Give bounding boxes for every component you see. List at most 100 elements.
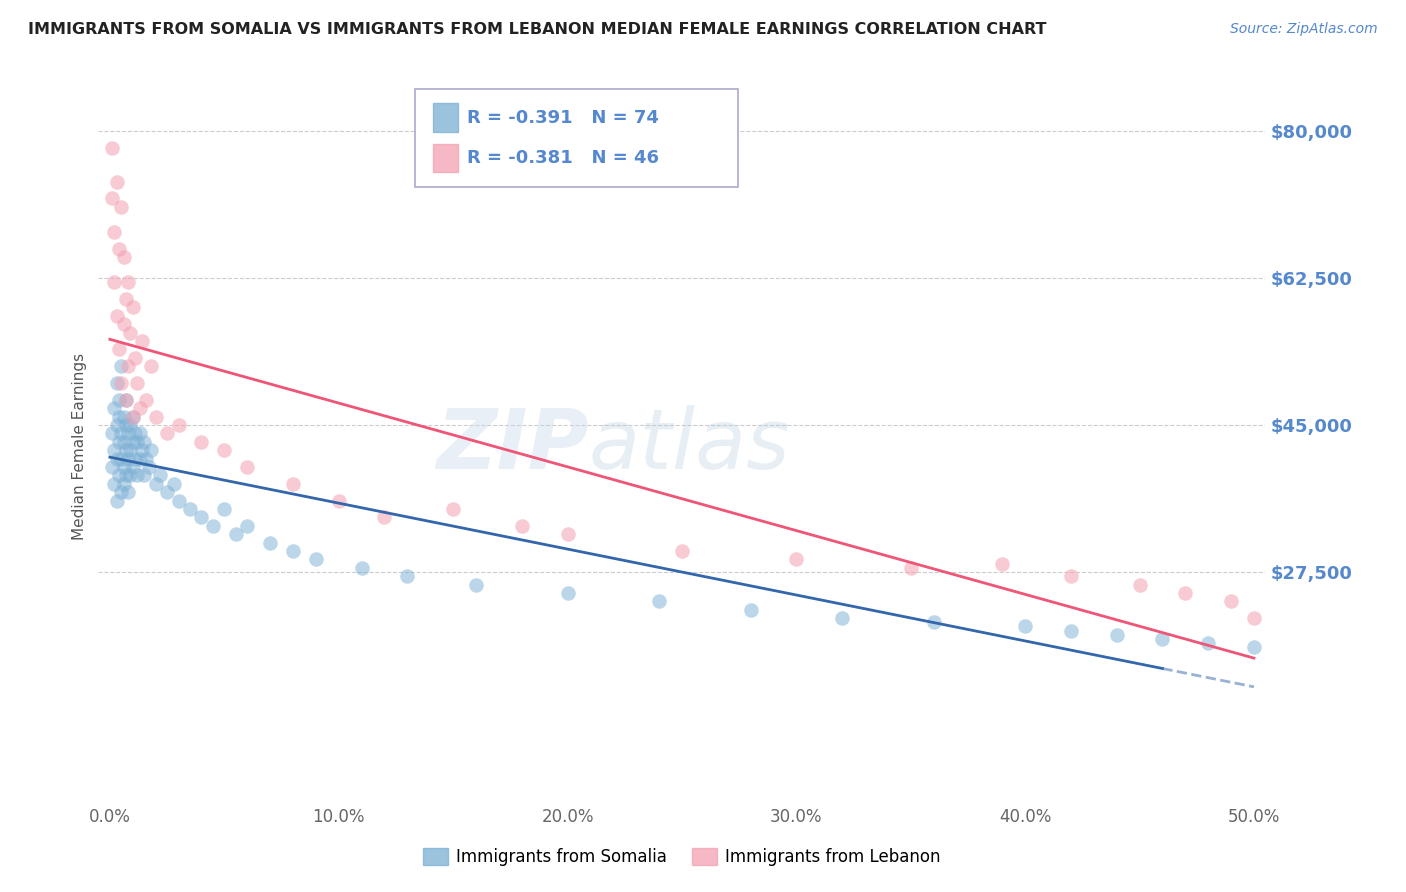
Point	[396, 569, 419, 583]
Point	[117, 485, 139, 500]
Point	[225, 527, 247, 541]
Point	[179, 502, 201, 516]
Point	[201, 518, 224, 533]
Point	[510, 518, 533, 533]
Point	[163, 476, 186, 491]
Point	[105, 175, 128, 189]
Point	[190, 510, 212, 524]
Point	[1152, 632, 1174, 646]
Point	[115, 417, 138, 432]
Point	[120, 417, 142, 432]
Point	[167, 417, 190, 432]
Point	[214, 443, 236, 458]
Point	[103, 401, 125, 416]
Point	[105, 376, 128, 390]
Point	[1060, 624, 1083, 638]
Point	[108, 434, 131, 449]
Point	[373, 510, 395, 524]
Point	[1060, 569, 1083, 583]
Point	[101, 426, 124, 441]
Point	[103, 275, 125, 289]
Point	[671, 544, 693, 558]
Point	[441, 502, 464, 516]
Point	[128, 401, 150, 416]
Text: atlas: atlas	[589, 406, 790, 486]
Point	[115, 392, 138, 407]
Point	[108, 468, 131, 483]
Point	[134, 468, 156, 483]
Point	[259, 535, 281, 549]
Point	[112, 476, 135, 491]
Point	[103, 443, 125, 458]
Point	[900, 560, 922, 574]
Point	[124, 351, 146, 365]
Point	[557, 586, 579, 600]
Point	[121, 434, 143, 449]
Point	[138, 460, 160, 475]
Point	[1174, 586, 1197, 600]
Point	[101, 191, 124, 205]
Point	[328, 493, 350, 508]
Point	[103, 225, 125, 239]
Text: IMMIGRANTS FROM SOMALIA VS IMMIGRANTS FROM LEBANON MEDIAN FEMALE EARNINGS CORREL: IMMIGRANTS FROM SOMALIA VS IMMIGRANTS FR…	[28, 22, 1046, 37]
Point	[1220, 594, 1243, 608]
Point	[135, 392, 157, 407]
Point	[831, 611, 853, 625]
Point	[105, 493, 128, 508]
Point	[105, 451, 128, 466]
Point	[112, 434, 135, 449]
Point	[110, 426, 132, 441]
Point	[117, 275, 139, 289]
Point	[350, 560, 373, 574]
Point	[120, 468, 142, 483]
Y-axis label: Median Female Earnings: Median Female Earnings	[72, 352, 87, 540]
Point	[103, 476, 125, 491]
Point	[149, 468, 172, 483]
Point	[127, 376, 149, 390]
Point	[131, 334, 153, 348]
Legend: Immigrants from Somalia, Immigrants from Lebanon: Immigrants from Somalia, Immigrants from…	[416, 841, 948, 873]
Point	[991, 557, 1014, 571]
Text: Source: ZipAtlas.com: Source: ZipAtlas.com	[1230, 22, 1378, 37]
Point	[557, 527, 579, 541]
Point	[1128, 577, 1150, 591]
Point	[110, 451, 132, 466]
Point	[305, 552, 328, 566]
Point	[110, 359, 132, 374]
Point	[112, 460, 135, 475]
Point	[120, 326, 142, 340]
Point	[145, 409, 167, 424]
Point	[124, 451, 146, 466]
Point	[124, 426, 146, 441]
Text: R = -0.381   N = 46: R = -0.381 N = 46	[467, 149, 659, 167]
Point	[121, 460, 143, 475]
Point	[785, 552, 807, 566]
Point	[117, 359, 139, 374]
Point	[101, 141, 124, 155]
Point	[101, 460, 124, 475]
Point	[105, 309, 128, 323]
Point	[1105, 628, 1128, 642]
Point	[112, 409, 135, 424]
Point	[112, 250, 135, 264]
Point	[740, 603, 762, 617]
Point	[236, 518, 259, 533]
Point	[108, 343, 131, 357]
Point	[112, 318, 135, 332]
Point	[121, 409, 143, 424]
Point	[1243, 611, 1265, 625]
Point	[131, 443, 153, 458]
Point	[922, 615, 945, 630]
Point	[108, 409, 131, 424]
Point	[145, 476, 167, 491]
Point	[648, 594, 671, 608]
Point	[115, 392, 138, 407]
Point	[139, 359, 162, 374]
Point	[1014, 619, 1036, 633]
Point	[127, 468, 149, 483]
Point	[236, 460, 259, 475]
Point	[121, 409, 143, 424]
Point	[281, 544, 304, 558]
Point	[167, 493, 190, 508]
Point	[190, 434, 212, 449]
